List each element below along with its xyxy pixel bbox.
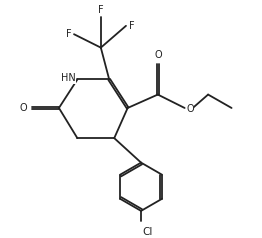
Text: Cl: Cl bbox=[143, 227, 153, 237]
Text: O: O bbox=[186, 104, 194, 114]
Text: F: F bbox=[98, 5, 104, 15]
Text: HN: HN bbox=[61, 73, 76, 83]
Text: F: F bbox=[66, 29, 71, 39]
Text: O: O bbox=[155, 50, 162, 60]
Text: O: O bbox=[20, 103, 28, 113]
Text: F: F bbox=[129, 21, 134, 31]
